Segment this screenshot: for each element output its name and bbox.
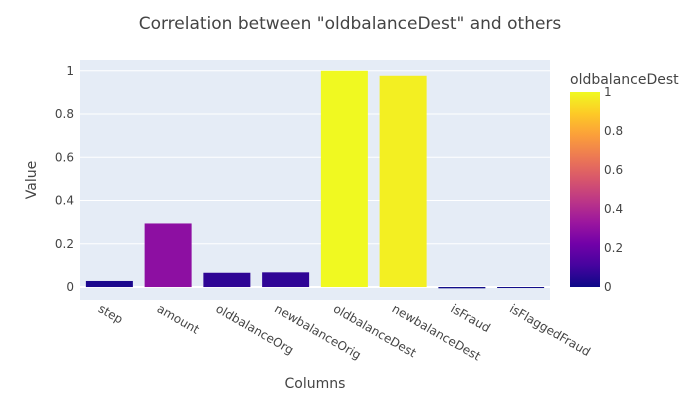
x-axis-title: Columns [285, 376, 346, 392]
bar-oldbalanceOrg[interactable] [203, 272, 251, 288]
x-tick-label: isFraud [448, 301, 492, 335]
colorbar-tick-label: 0 [604, 280, 612, 294]
bar-oldbalanceDest[interactable] [320, 70, 368, 288]
y-tick-label: 0 [66, 280, 74, 294]
y-axis-title: Value [24, 161, 40, 199]
y-tick-label: 1 [66, 64, 74, 78]
bar-step[interactable] [85, 280, 133, 288]
y-tick-label: 0.4 [55, 194, 74, 208]
y-tick-label: 0.8 [55, 107, 74, 121]
colorbar-tick-label: 0.2 [604, 241, 623, 255]
bar-isFlaggedFraud[interactable] [497, 287, 545, 289]
y-tick-layer: 0 0.2 0.4 0.6 0.8 1 [55, 64, 74, 294]
bar-layer [85, 70, 545, 289]
bar-newbalanceOrig[interactable] [262, 272, 310, 288]
colorbar-tick-label: 1 [604, 85, 612, 99]
colorbar-tick-label: 0.4 [604, 202, 623, 216]
colorbar-title: oldbalanceDest [570, 72, 679, 88]
x-tick-label: isFlaggedFraud [507, 301, 593, 359]
bar-amount[interactable] [144, 223, 192, 288]
x-tick-label: amount [155, 301, 202, 336]
colorbar-tick-label: 0.8 [604, 124, 623, 138]
x-tick-layer: step amount oldbalanceOrgnewbalanceOrigold… [96, 301, 593, 363]
colorbar [570, 92, 600, 287]
colorbar-tick-label: 0.6 [604, 163, 623, 177]
colorbar-tick-layer: 0 0.2 0.4 0.6 0.8 1 [604, 85, 623, 294]
bar-isFraud[interactable] [438, 287, 486, 289]
chart-title: Correlation between "oldbalanceDest" and… [139, 14, 562, 34]
y-tick-label: 0.6 [55, 150, 74, 164]
y-tick-label: 0.2 [55, 237, 74, 251]
bar-newbalanceDest[interactable] [379, 75, 427, 288]
x-tick-label: step [96, 301, 125, 326]
